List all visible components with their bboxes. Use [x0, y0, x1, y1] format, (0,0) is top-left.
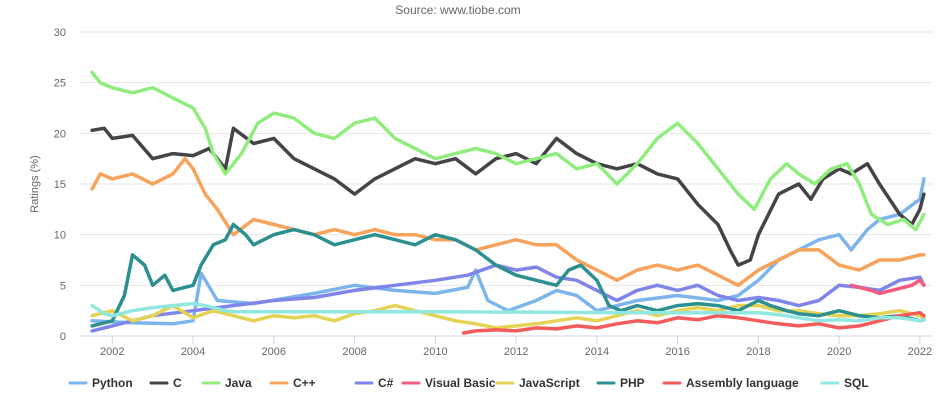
series-lines	[90, 70, 926, 335]
x-tick-label: 2002	[100, 346, 124, 358]
x-tick-label: 2022	[908, 346, 932, 358]
series-line-c[interactable]	[90, 126, 926, 267]
series-line-java[interactable]	[90, 70, 926, 232]
series-line-sql[interactable]	[90, 301, 926, 323]
y-axis-title: Ratings (%)	[29, 155, 41, 212]
legend-label: Assembly language	[686, 376, 799, 390]
legend-item-visual-basic[interactable]: Visual Basic	[401, 376, 496, 390]
x-tick-label: 2014	[585, 346, 609, 358]
series-line-javascript[interactable]	[90, 303, 926, 330]
x-tick-label: 2004	[181, 346, 205, 358]
y-tick-label: 15	[54, 179, 66, 191]
x-tick-label: 2008	[342, 346, 366, 358]
y-tick-label: 10	[54, 230, 66, 242]
legend-label: C++	[293, 376, 316, 390]
legend-label: Java	[225, 376, 252, 390]
chart-subtitle: Source: www.tiobe.com	[395, 3, 520, 17]
series-line-python[interactable]	[90, 177, 926, 326]
y-tick-label: 30	[54, 27, 66, 39]
grid-lines	[80, 31, 932, 337]
y-tick-label: 20	[54, 128, 66, 140]
legend-item-php[interactable]: PHP	[596, 376, 645, 390]
series-line-visual-basic[interactable]	[849, 278, 926, 296]
x-tick-label: 2010	[423, 346, 447, 358]
legend-label: PHP	[620, 376, 645, 390]
x-tick-label: 2016	[665, 346, 689, 358]
legend-item-c[interactable]: C	[149, 376, 182, 390]
x-tick-label: 2006	[262, 346, 286, 358]
x-tick-label: 2012	[504, 346, 528, 358]
x-tick-label: 2020	[827, 346, 851, 358]
legend-item-c[interactable]: C#	[354, 376, 394, 390]
legend-item-assembly-language[interactable]: Assembly language	[662, 376, 799, 390]
y-tick-label: 0	[60, 331, 66, 343]
legend-label: JavaScript	[519, 376, 580, 390]
series-line-php[interactable]	[90, 222, 926, 328]
legend-label: C	[173, 376, 182, 390]
legend-item-java[interactable]: Java	[201, 376, 252, 390]
y-axis-ticks: 0 5 10 15 20 25 30	[54, 27, 66, 343]
legend-label: Visual Basic	[425, 376, 496, 390]
legend[interactable]: Python C Java C++ C# Visual Basic JavaScript PH…	[68, 376, 869, 390]
legend-label: C#	[378, 376, 394, 390]
series-line-c[interactable]	[90, 263, 926, 333]
y-tick-label: 25	[54, 78, 66, 90]
legend-label: Python	[92, 376, 133, 390]
series-line-assembly-language[interactable]	[461, 310, 926, 335]
legend-label: SQL	[844, 376, 869, 390]
x-axis: 2002 2004 2006 2008 2010 2012 2014 2016 2018 2020…	[80, 335, 932, 358]
series-line-c[interactable]	[90, 156, 926, 288]
x-tick-label: 2018	[746, 346, 770, 358]
legend-item-javascript[interactable]: JavaScript	[495, 376, 580, 390]
legend-item-python[interactable]: Python	[68, 376, 133, 390]
legend-item-sql[interactable]: SQL	[820, 376, 869, 390]
y-tick-label: 5	[60, 280, 66, 292]
legend-item-c[interactable]: C++	[269, 376, 316, 390]
